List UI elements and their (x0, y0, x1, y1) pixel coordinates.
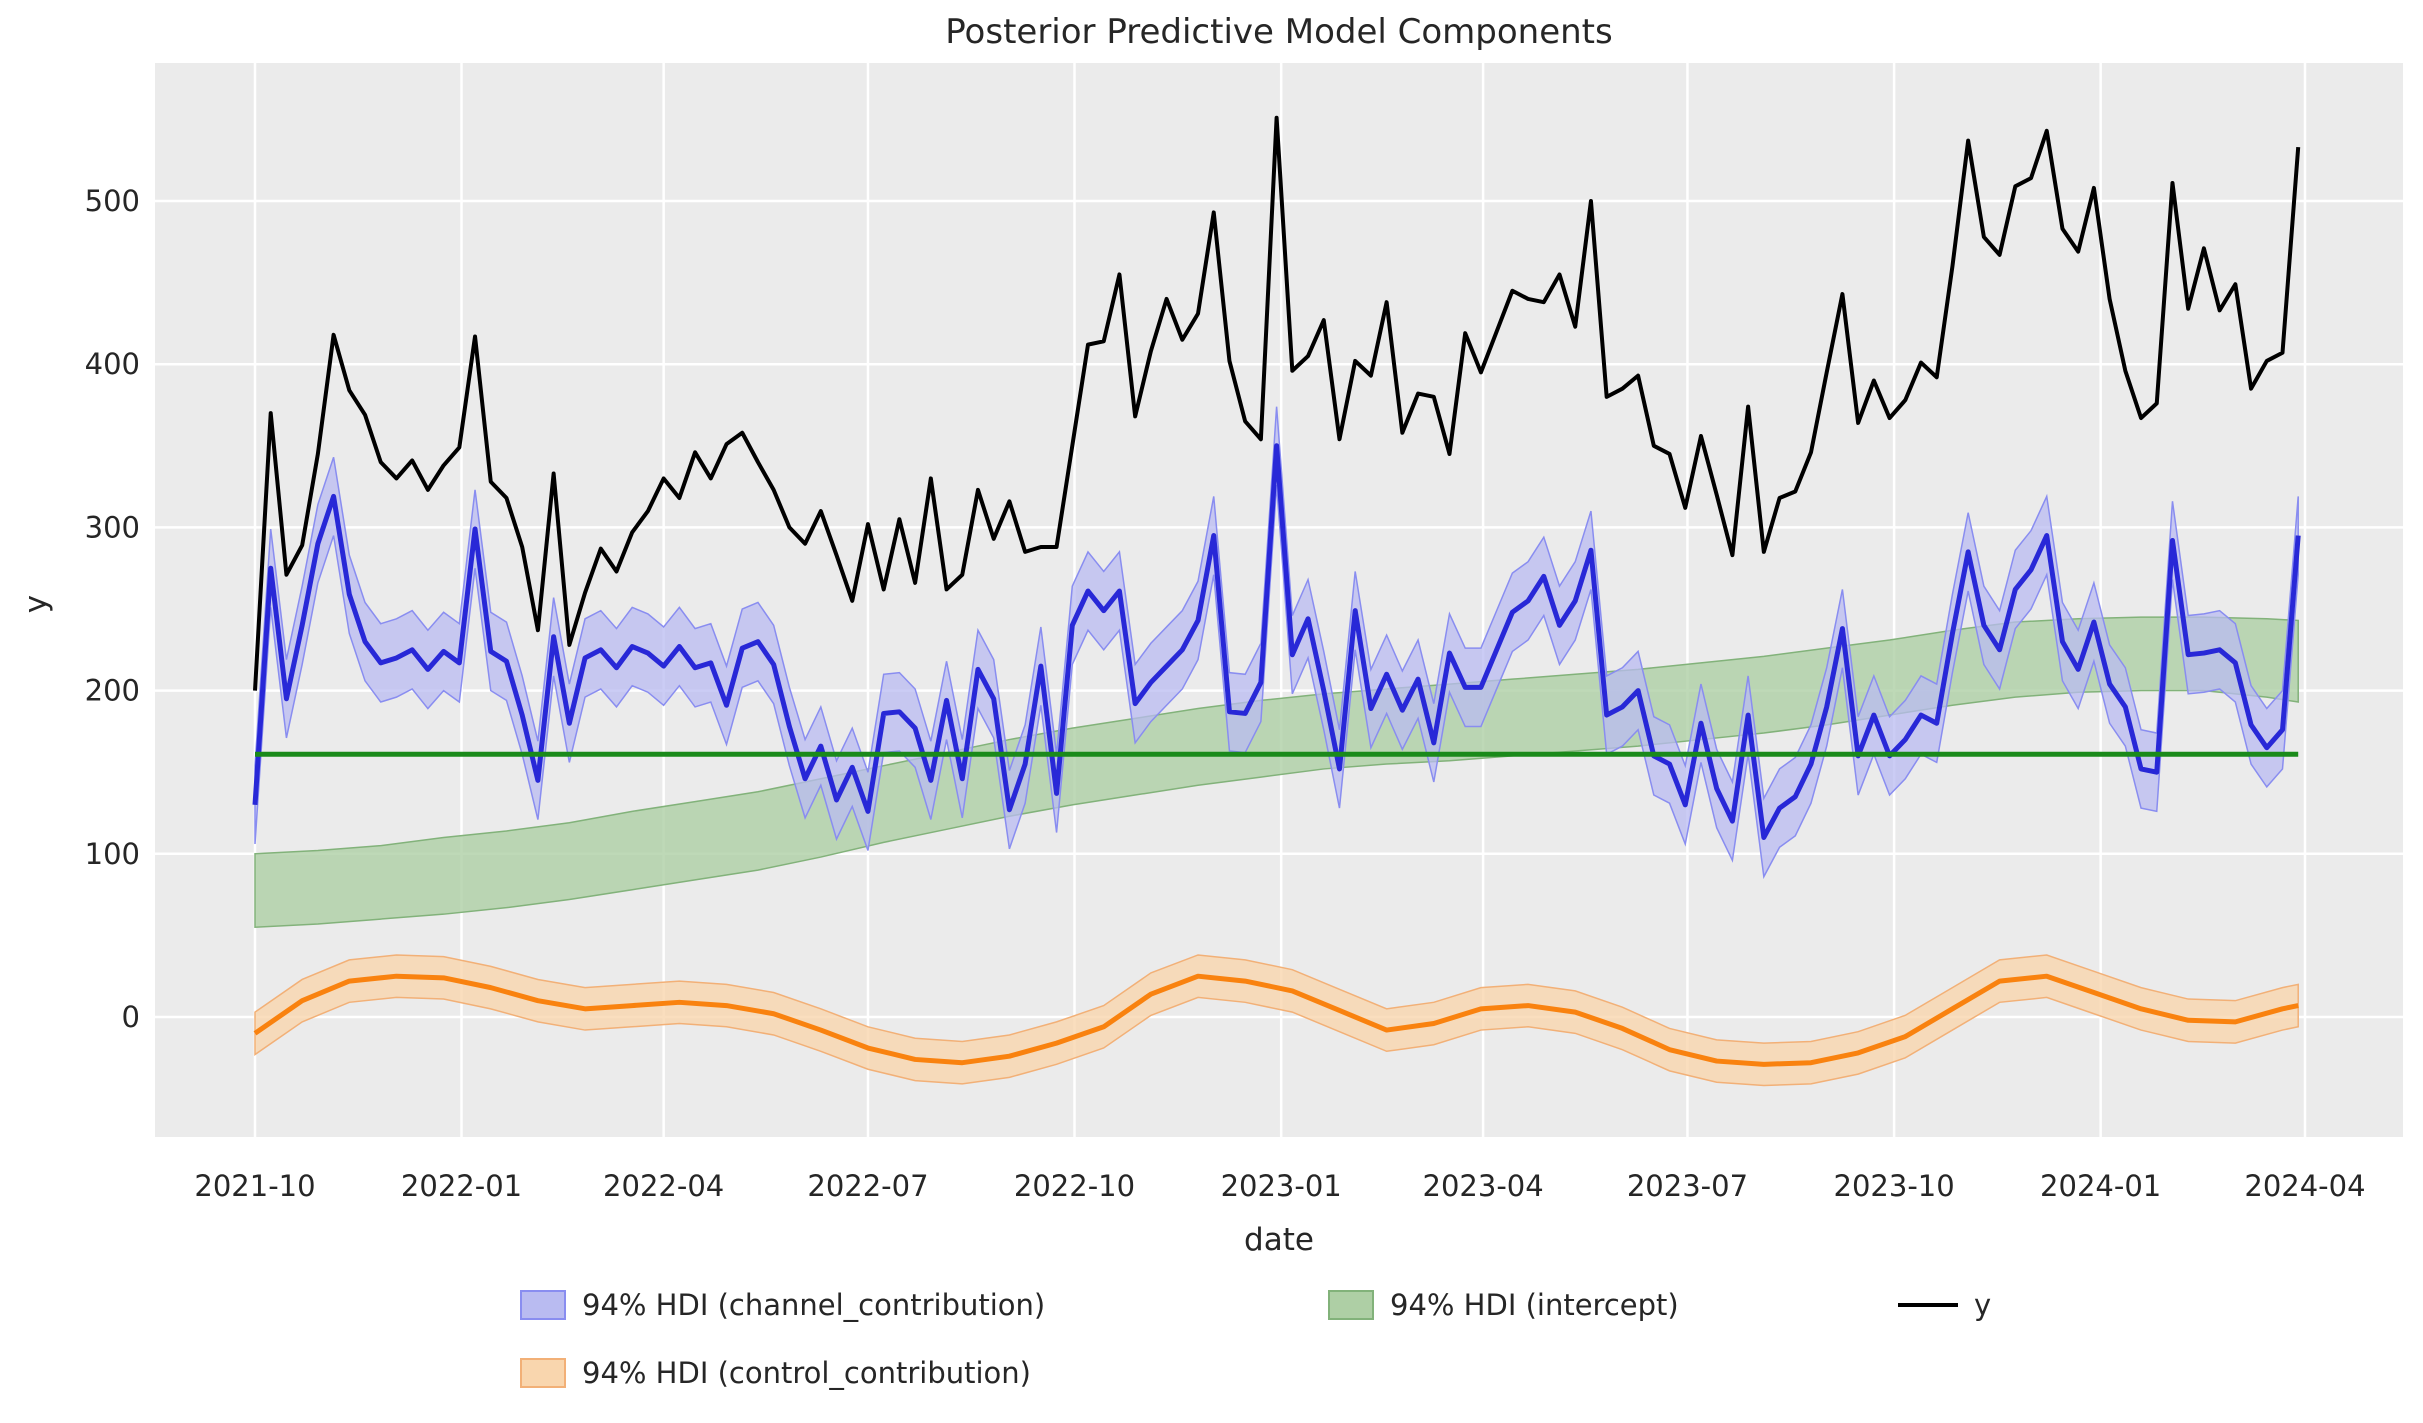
svg-text:2022-01: 2022-01 (401, 1169, 522, 1203)
svg-text:2022-04: 2022-04 (603, 1169, 724, 1203)
svg-text:2024-01: 2024-01 (2040, 1169, 2161, 1203)
legend-item-intercept: 94% HDI (intercept) (1328, 1288, 1679, 1322)
intercept-hdi-swatch (1328, 1290, 1374, 1320)
svg-text:100: 100 (85, 837, 140, 871)
channel-hdi-swatch (520, 1290, 566, 1320)
observed-y-line (253, 115, 2301, 691)
legend-label: 94% HDI (control_contribution) (582, 1356, 1031, 1390)
legend-item-control-contribution: 94% HDI (control_contribution) (520, 1356, 1031, 1390)
svg-text:2021-10: 2021-10 (194, 1169, 315, 1203)
x-axis-label: date (1244, 1222, 1314, 1258)
control-mean-line (253, 973, 2299, 1067)
svg-text:2022-10: 2022-10 (1014, 1169, 1135, 1203)
control-hdi-swatch (520, 1358, 566, 1388)
svg-text:300: 300 (85, 510, 140, 544)
y-axis-label: y (18, 594, 54, 614)
legend-label: y (1974, 1288, 1992, 1322)
svg-text:0: 0 (122, 1000, 140, 1034)
y-line-sample (1898, 1303, 1958, 1307)
svg-text:400: 400 (85, 347, 140, 381)
chart-title: Posterior Predictive Model Components (945, 12, 1613, 52)
control-hdi-band (254, 954, 2299, 1087)
svg-text:2023-04: 2023-04 (1423, 1169, 1544, 1203)
tick-labels: 0 100 200 300 400 500 2021-10 2022-01 2022-04 202… (85, 184, 2366, 1203)
svg-text:2023-01: 2023-01 (1221, 1169, 1342, 1203)
svg-text:2023-10: 2023-10 (1834, 1169, 1955, 1203)
legend-label: 94% HDI (intercept) (1390, 1288, 1679, 1322)
legend-item-channel-contribution: 94% HDI (channel_contribution) (520, 1288, 1045, 1322)
legend-label: 94% HDI (channel_contribution) (582, 1288, 1046, 1322)
legend-item-y: y (1898, 1288, 1991, 1322)
channel-hdi-band (254, 406, 2299, 880)
svg-text:2024-04: 2024-04 (2244, 1169, 2365, 1203)
svg-text:2023-07: 2023-07 (1627, 1169, 1748, 1203)
svg-text:500: 500 (85, 184, 140, 218)
channel-mean-line (252, 443, 2301, 840)
svg-text:200: 200 (85, 674, 140, 708)
svg-text:2022-07: 2022-07 (807, 1169, 928, 1203)
